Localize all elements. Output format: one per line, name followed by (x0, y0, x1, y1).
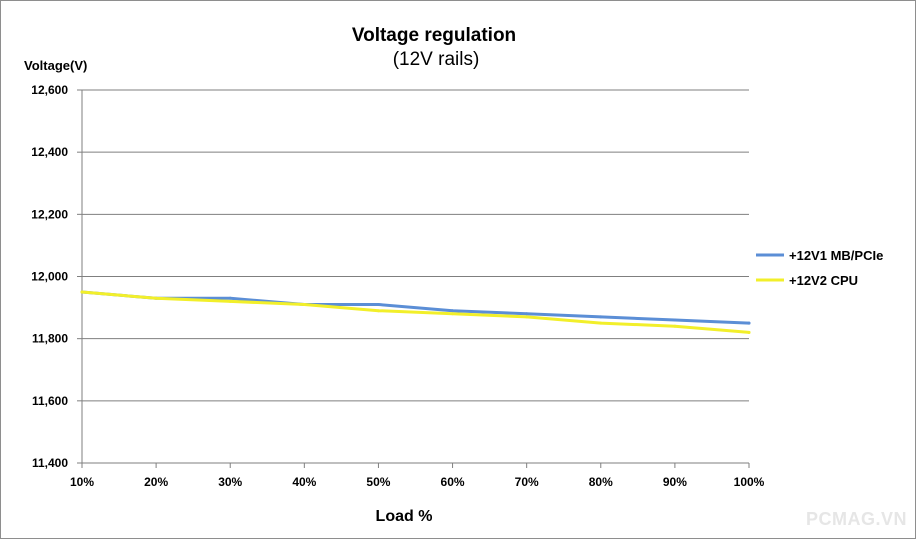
data-point-series-1 (525, 312, 529, 316)
x-tick-label: 40% (292, 475, 316, 489)
grid-lines (77, 89, 750, 468)
y-tick-label: 12,200 (31, 207, 68, 221)
legend-label-series-1: +12V1 MB/PCIe (789, 248, 883, 263)
data-point-series-2 (228, 299, 232, 303)
x-tick-label: 70% (515, 475, 539, 489)
y-tick-label: 12,000 (31, 270, 68, 284)
y-tick-label: 12,600 (31, 83, 68, 97)
x-tick-label: 90% (663, 475, 687, 489)
x-tick-label: 30% (218, 475, 242, 489)
legend: +12V1 MB/PCIe +12V2 CPU (756, 248, 883, 288)
y-axis-label: Voltage(V) (24, 58, 87, 73)
data-point-series-2 (302, 302, 306, 306)
data-point-series-2 (376, 309, 380, 313)
data-point-series-2 (80, 290, 84, 294)
data-point-series-2 (599, 321, 603, 325)
y-tick-label: 11,800 (32, 332, 68, 346)
legend-item-series-1: +12V1 MB/PCIe (756, 248, 883, 263)
data-point-series-1 (673, 318, 677, 322)
data-point-series-1 (747, 321, 751, 325)
data-point-series-2 (525, 315, 529, 319)
y-tick-label: 12,400 (31, 145, 68, 159)
x-tick-labels: 10% 20% 30% 40% 50% 60% 70% 80% 90% 100% (70, 475, 765, 489)
data-point-series-2 (154, 296, 158, 300)
x-axis-label: Load % (376, 508, 433, 525)
y-tick-label: 11,400 (32, 456, 68, 470)
watermark-logo: PCMAG.VN (806, 509, 907, 529)
data-point-series-2 (673, 324, 677, 328)
y-tick-labels: 12,600 12,400 12,200 12,000 11,800 11,600 11,4… (31, 83, 68, 470)
data-point-series-1 (228, 296, 232, 300)
x-tick-label: 80% (589, 475, 613, 489)
x-tick-label: 10% (70, 475, 94, 489)
series-line-1 (80, 290, 751, 325)
x-tick-label: 20% (144, 475, 168, 489)
data-point-series-1 (451, 309, 455, 313)
series-lines (80, 290, 751, 334)
chart-title: Voltage regulation (352, 25, 516, 46)
chart-subtitle: (12V rails) (393, 49, 480, 70)
legend-label-series-2: +12V2 CPU (789, 273, 858, 288)
data-point-series-1 (376, 302, 380, 306)
series-line-2 (80, 290, 751, 334)
x-tick-label: 60% (441, 475, 465, 489)
x-tick-label: 100% (734, 475, 765, 489)
data-point-series-2 (747, 330, 751, 334)
data-point-series-1 (599, 315, 603, 319)
y-tick-label: 11,600 (32, 394, 68, 408)
data-point-series-2 (451, 312, 455, 316)
x-tick-label: 50% (366, 475, 390, 489)
legend-item-series-2: +12V2 CPU (756, 273, 858, 288)
